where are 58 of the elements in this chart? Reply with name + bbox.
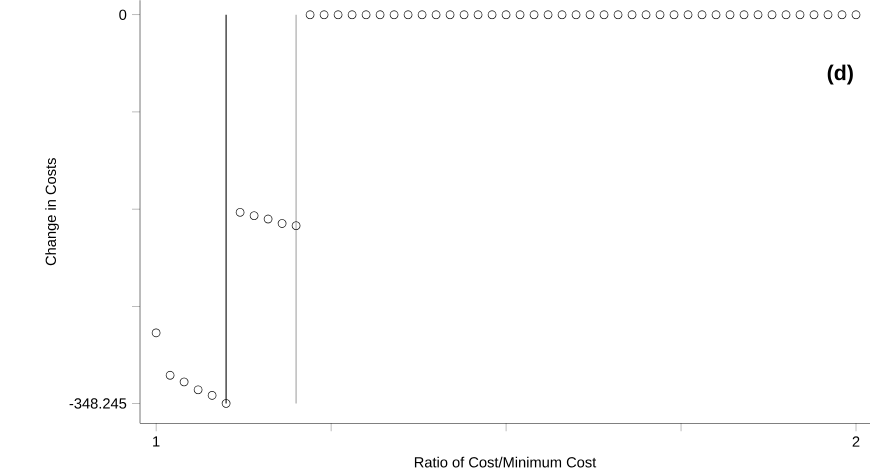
- point: [796, 10, 804, 19]
- point: [726, 10, 734, 19]
- point: [838, 10, 846, 19]
- point: [656, 10, 664, 19]
- point: [362, 10, 370, 19]
- point: [418, 10, 426, 19]
- y-tick-label: -348.245: [70, 398, 126, 408]
- point: [264, 214, 272, 224]
- point: [684, 10, 692, 19]
- point: [572, 10, 580, 19]
- x-tick-label: 2: [852, 436, 860, 446]
- x-axis-title: Ratio of Cost/Minimum Cost: [414, 456, 596, 468]
- point: [740, 10, 748, 19]
- y-axis-title: Change in Costs: [45, 158, 59, 266]
- point: [628, 10, 636, 19]
- point: [194, 385, 202, 394]
- point: [432, 10, 440, 19]
- point: [348, 10, 356, 19]
- point: [852, 10, 860, 19]
- point: [558, 10, 566, 19]
- point: [712, 10, 720, 19]
- point: [152, 328, 160, 338]
- point: [502, 10, 510, 19]
- point: [404, 10, 412, 19]
- point: [278, 218, 286, 228]
- point: [754, 10, 762, 19]
- point: [306, 10, 314, 19]
- point: [782, 10, 790, 19]
- point: [670, 10, 678, 19]
- point: [376, 10, 384, 19]
- point: [166, 370, 174, 380]
- point: [446, 10, 454, 19]
- point: [292, 221, 300, 230]
- point: [516, 10, 524, 19]
- x-tick-label: 1: [153, 436, 160, 446]
- point: [544, 10, 552, 19]
- point: [586, 10, 594, 19]
- point: [236, 208, 244, 216]
- point: [474, 10, 482, 19]
- point: [208, 390, 216, 400]
- point: [614, 10, 622, 19]
- point: [334, 10, 342, 19]
- point: [250, 211, 258, 220]
- point: [600, 10, 608, 19]
- point: [698, 10, 706, 19]
- point: [642, 10, 650, 19]
- point: [530, 10, 538, 19]
- point: [390, 10, 398, 19]
- point: [460, 10, 468, 19]
- point: [222, 398, 230, 408]
- y-tick-label: 0: [119, 9, 126, 20]
- point: [824, 10, 832, 19]
- point: [180, 377, 188, 386]
- point: [810, 10, 818, 19]
- point: [768, 10, 776, 19]
- point: [320, 10, 328, 19]
- point: [488, 10, 496, 19]
- annotation: (d): [828, 64, 853, 84]
